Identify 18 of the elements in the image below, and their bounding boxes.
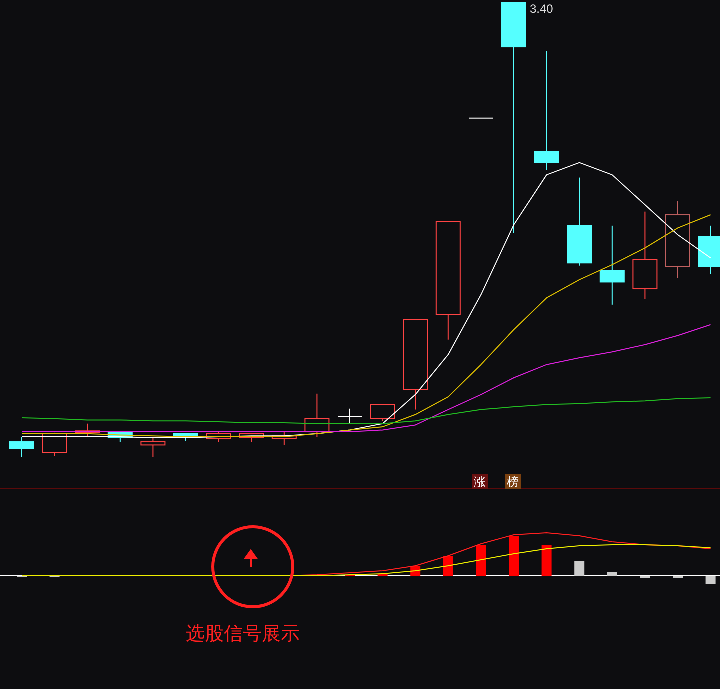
candlestick (370, 404, 396, 422)
candlestick (338, 408, 362, 424)
bar (542, 544, 552, 576)
text: 选股信号展示 (186, 623, 300, 645)
bar (476, 544, 486, 576)
bar (574, 560, 585, 576)
candlestick (600, 225, 625, 306)
text: 榜 (507, 475, 519, 489)
candlestick (10, 436, 34, 458)
annotation: 3.40 (530, 2, 554, 16)
bar (443, 556, 454, 576)
candlestick (42, 432, 68, 457)
bar (509, 536, 519, 576)
text: 涨 (474, 475, 486, 489)
candlestick (534, 50, 560, 171)
bar (706, 576, 716, 584)
bar (607, 572, 618, 576)
candlestick (140, 437, 166, 458)
